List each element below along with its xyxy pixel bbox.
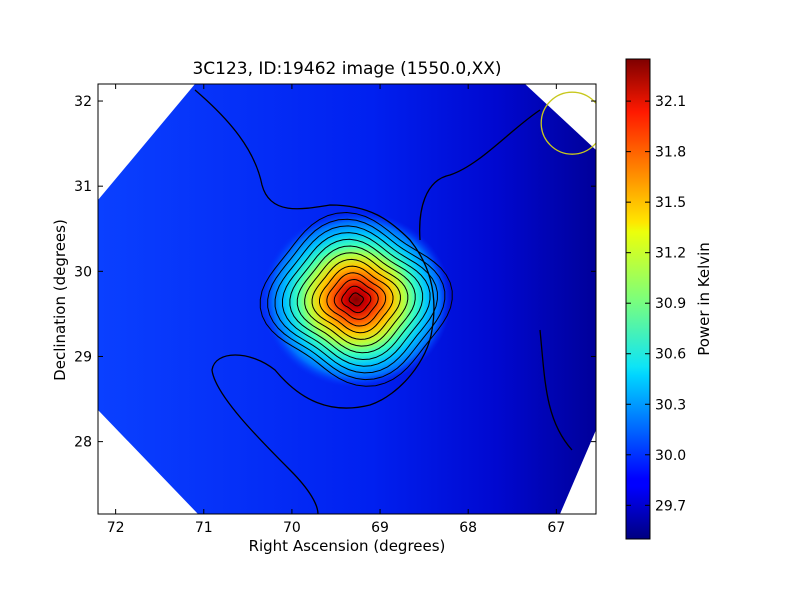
contour-level-9 — [289, 238, 424, 361]
y-tick-label: 30 — [74, 264, 92, 280]
colorbar-tick-label: 31.2 — [655, 246, 686, 262]
contour-level-4 — [326, 272, 387, 327]
x-tick-label: 68 — [459, 520, 477, 536]
chart-title: 3C123, ID:19462 image (1550.0,XX) — [192, 59, 502, 79]
x-axis: 72 71 70 69 68 67 — [107, 84, 565, 536]
colorbar-label: Power in Kelvin — [695, 242, 713, 356]
beam-marker — [540, 91, 596, 155]
outer-contours — [194, 89, 573, 514]
contour-level-6 — [311, 258, 401, 340]
y-tick-label: 32 — [74, 94, 92, 110]
y-tick-label: 28 — [74, 435, 92, 451]
colorbar-tick-label: 29.7 — [655, 498, 686, 514]
contour-level-7 — [304, 252, 409, 347]
colorbar-tick-label: 30.9 — [655, 296, 686, 312]
y-axis: 28 29 30 31 32 — [74, 94, 596, 451]
x-tick-label: 67 — [547, 520, 565, 536]
y-axis-label: Declination (degrees) — [51, 219, 69, 381]
x-tick-label: 70 — [283, 520, 301, 536]
x-axis-label: Right Ascension (degrees) — [248, 537, 446, 555]
contour-level-2 — [341, 285, 372, 314]
colorbar — [625, 58, 651, 540]
colorbar-tick-label: 30.0 — [655, 448, 686, 464]
x-tick-label: 69 — [371, 520, 389, 536]
contour-level-8 — [296, 245, 416, 354]
contour-level-12 — [267, 218, 446, 381]
contour-level-3 — [333, 278, 379, 320]
contour-level-11 — [274, 225, 438, 374]
contour-level-5 — [319, 265, 394, 334]
y-tick-label: 29 — [74, 349, 92, 365]
contour-level-10 — [282, 232, 431, 367]
plot-frame — [97, 83, 597, 515]
x-tick-label: 72 — [107, 520, 125, 536]
colorbar-tick-label: 30.6 — [655, 347, 686, 363]
colorbar-tick-label: 30.3 — [655, 397, 686, 413]
contour-level-1 — [348, 292, 364, 307]
contour-level-13 — [259, 211, 453, 387]
y-tick-label: 31 — [74, 179, 92, 195]
colorbar-axis: 32.1 31.8 31.5 31.2 30.9 30.6 30.3 30.0 29.7 — [626, 94, 686, 514]
colorbar-tick-label: 32.1 — [655, 94, 686, 110]
colorbar-tick-label: 31.5 — [655, 195, 686, 211]
x-tick-label: 71 — [195, 520, 213, 536]
contour-lines — [259, 211, 453, 387]
colorbar-tick-label: 31.8 — [655, 145, 686, 161]
